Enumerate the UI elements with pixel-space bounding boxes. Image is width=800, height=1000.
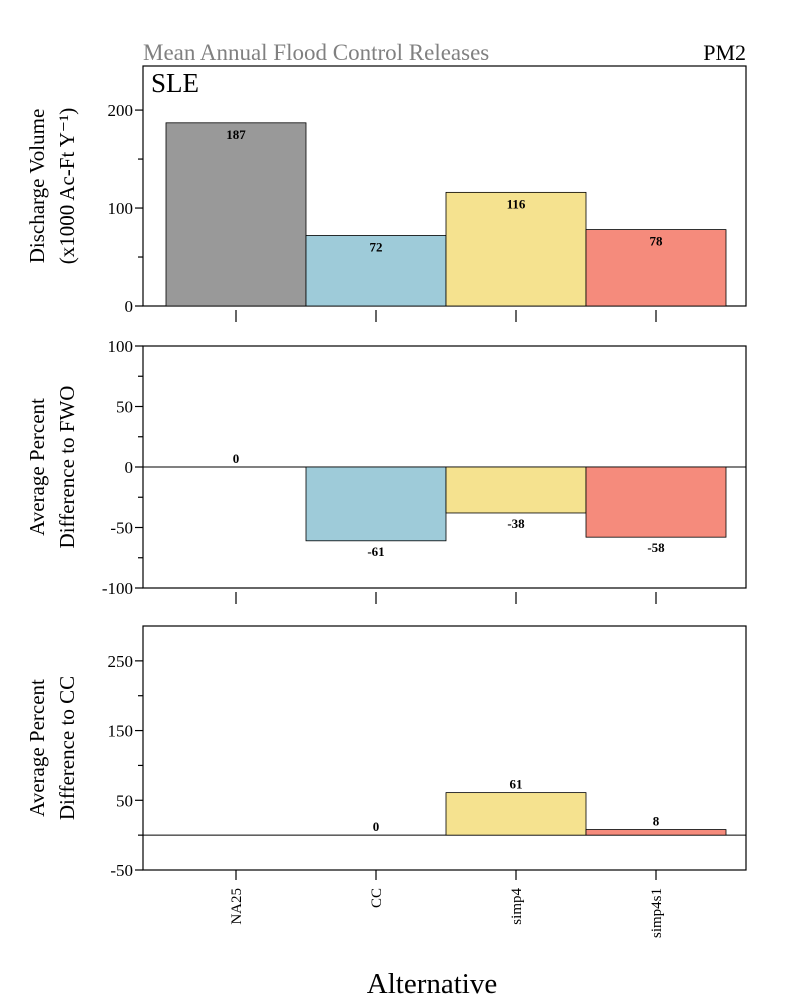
data-label-NA25: 0 <box>233 451 240 466</box>
x-category-label-CC: CC <box>369 888 385 908</box>
y-tick-label: 50 <box>116 791 133 810</box>
y-axis-label-line: (x1000 Ac-Ft Y⁻¹) <box>55 108 79 265</box>
y-tick-label: 50 <box>116 398 133 417</box>
data-label-simp4: 116 <box>507 196 526 211</box>
x-category-label-simp4: simp4 <box>509 888 525 925</box>
bar-simp4 <box>445 792 587 836</box>
plot-frame-3 <box>142 625 747 871</box>
x-axis-label: Alternative <box>367 968 497 1000</box>
y-tick-label: 100 <box>108 199 134 218</box>
y-tick-label: 100 <box>108 337 134 356</box>
y-tick-label: -100 <box>102 579 133 598</box>
data-label-CC: 72 <box>370 239 383 254</box>
y-tick-label: 0 <box>125 297 134 316</box>
y-axis-label-line: Average Percent <box>25 679 49 817</box>
data-label-CC: -61 <box>367 544 384 559</box>
data-label-CC: 0 <box>373 819 380 834</box>
y-tick-label: 250 <box>108 652 134 671</box>
data-label-simp4: 61 <box>510 777 523 792</box>
bar-simp4s1 <box>585 466 727 538</box>
y-tick-label: -50 <box>110 519 133 538</box>
bar-simp4s1 <box>585 829 727 836</box>
y-axis-label-line: Difference to CC <box>55 676 79 820</box>
bar-simp4 <box>445 191 587 307</box>
bar-CC <box>305 235 447 307</box>
panel-tag: SLE <box>151 68 199 98</box>
chart-code: PM2 <box>703 40 746 65</box>
x-category-label-simp4s1: simp4s1 <box>649 888 665 938</box>
y-tick-label: -50 <box>110 861 133 880</box>
bar-NA25 <box>165 122 307 307</box>
y-tick-label: 200 <box>108 101 134 120</box>
chart-title: Mean Annual Flood Control Releases <box>143 40 489 65</box>
y-tick-label: 0 <box>125 458 134 477</box>
bar-simp4s1 <box>585 229 727 307</box>
y-tick-label: 150 <box>108 722 134 741</box>
data-label-simp4: -38 <box>507 516 525 531</box>
bar-CC <box>305 466 447 542</box>
y-axis-label-line: Discharge Volume <box>25 109 49 264</box>
y-axis-label-line: Difference to FWO <box>55 386 79 549</box>
data-label-NA25: 187 <box>226 127 246 142</box>
data-label-simp4s1: -58 <box>647 540 665 555</box>
bar-simp4 <box>445 466 587 514</box>
x-category-label-NA25: NA25 <box>229 888 245 925</box>
y-axis-label-line: Average Percent <box>25 398 49 536</box>
data-label-simp4s1: 78 <box>650 234 664 249</box>
data-label-simp4s1: 8 <box>653 814 660 829</box>
